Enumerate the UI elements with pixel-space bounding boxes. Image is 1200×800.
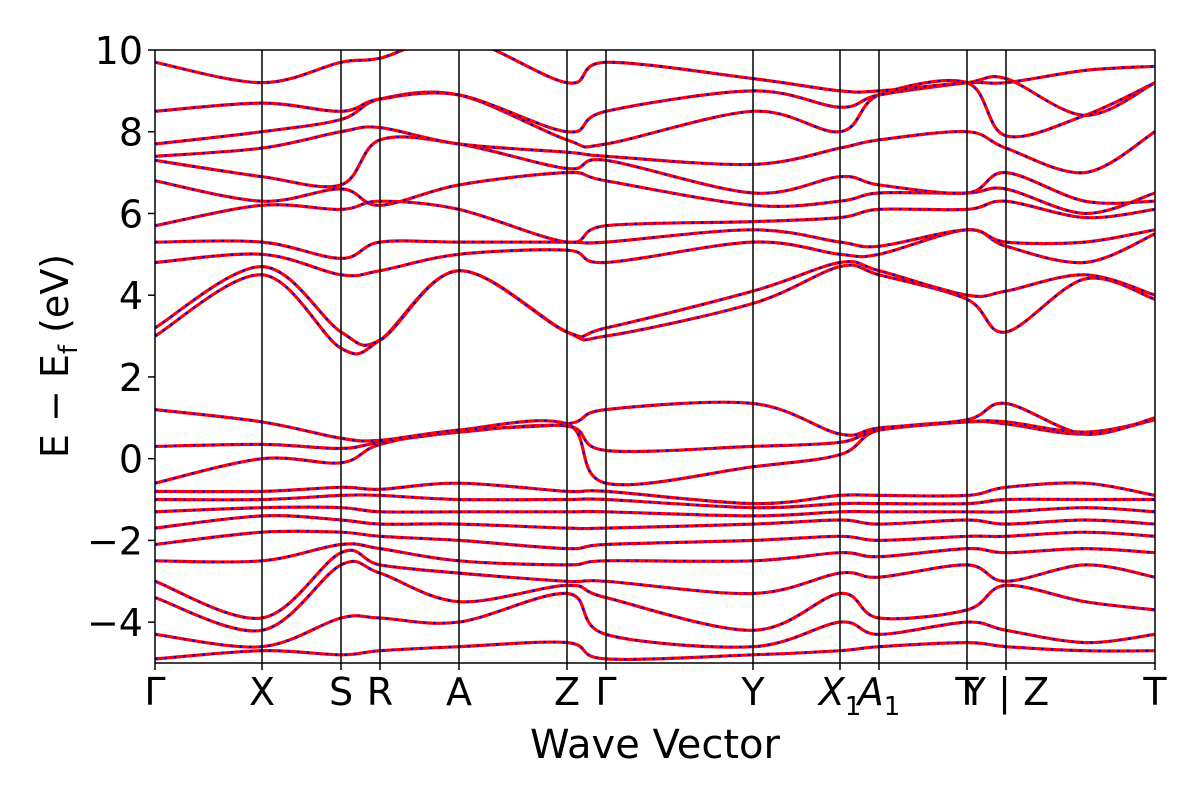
band-line-blue xyxy=(155,560,1155,633)
band-line-blue xyxy=(155,125,1155,174)
x-tick-label: S xyxy=(329,670,353,714)
band-line-blue xyxy=(155,79,1155,149)
y-tick-label: −4 xyxy=(87,601,143,645)
x-tick-label: R xyxy=(367,670,393,714)
x-tick-label: Z xyxy=(554,670,580,714)
y-tick-label: 8 xyxy=(119,111,143,155)
x-tick-label: A xyxy=(446,670,472,714)
y-tick-label: 10 xyxy=(95,29,143,73)
x-tick-label: Y | Z xyxy=(962,670,1049,715)
y-axis-ticks: 10 8 6 4 2 0 −2 −4 xyxy=(87,29,155,645)
x-tick-label: A1 xyxy=(855,670,901,722)
band-line-blue xyxy=(155,549,1155,620)
band-line-blue xyxy=(155,481,1155,505)
x-tick-label: X1 xyxy=(817,670,862,722)
y-tick-label: −2 xyxy=(87,519,143,563)
band-line-blue xyxy=(155,135,1155,205)
band-line-blue xyxy=(155,514,1155,530)
band-line-blue xyxy=(155,418,1155,453)
y-tick-label: 2 xyxy=(119,356,143,400)
y-tick-label: 4 xyxy=(119,274,143,318)
y-tick-label: 0 xyxy=(119,438,143,482)
x-tick-label: T xyxy=(954,670,979,714)
band-line-red xyxy=(155,400,1155,443)
x-tick-label: Γ xyxy=(595,670,616,714)
x-tick-label: X xyxy=(249,670,275,714)
band-line-blue xyxy=(155,199,1155,244)
plot-frame xyxy=(154,49,1156,664)
k-point-separators xyxy=(261,50,1007,663)
band-line-blue xyxy=(155,529,1155,550)
x-tick-label: Y xyxy=(740,670,765,714)
x-axis-label: Wave Vector xyxy=(530,722,781,768)
x-tick-label: Γ xyxy=(144,670,165,714)
band-line-blue xyxy=(155,640,1155,661)
x-tick-label: T xyxy=(1142,670,1167,714)
band-line-blue xyxy=(155,75,1155,134)
y-tick-label: 6 xyxy=(119,192,143,236)
y-axis-label: E − Ef (eV) xyxy=(33,254,84,458)
